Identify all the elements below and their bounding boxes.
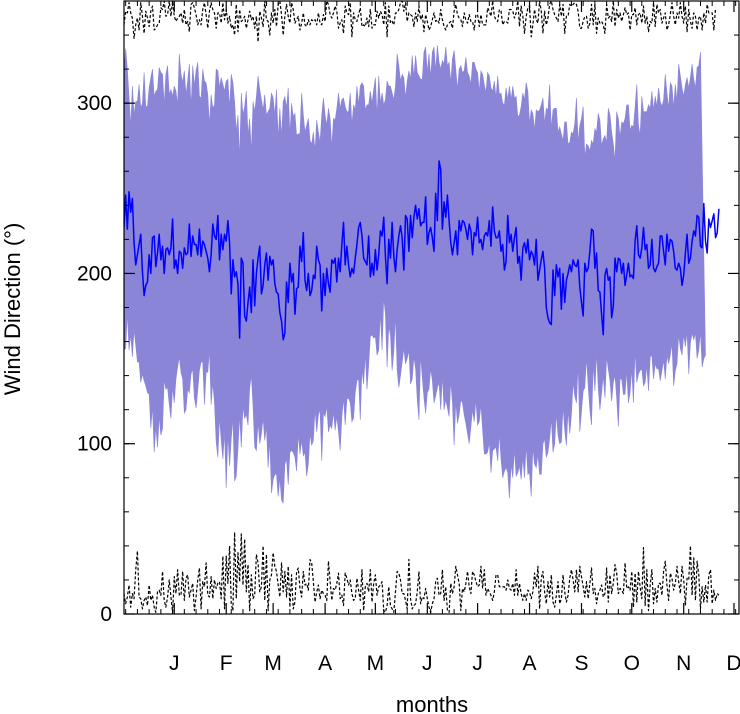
x-tick-label: M bbox=[367, 652, 385, 675]
x-tick-label: J bbox=[472, 652, 483, 675]
y-tick-label: 0 bbox=[100, 603, 112, 626]
x-tick-label: M bbox=[264, 652, 282, 675]
mean-line bbox=[124, 160, 720, 341]
max-line bbox=[124, 1, 717, 43]
spread-band bbox=[124, 45, 706, 504]
series-group bbox=[124, 1, 720, 613]
plot-area bbox=[124, 1, 720, 613]
x-tick-label: A bbox=[523, 652, 537, 675]
axis-labels: Wind Direction (°) months bbox=[0, 223, 468, 714]
x-tick-label: F bbox=[220, 652, 233, 675]
x-tick-label: A bbox=[318, 652, 332, 675]
x-tick-label: N bbox=[676, 652, 691, 675]
x-tick-label: J bbox=[422, 652, 433, 675]
y-axis-title: Wind Direction (°) bbox=[0, 223, 25, 396]
x-tick-label: J bbox=[169, 652, 180, 675]
x-tick-label: O bbox=[624, 652, 640, 675]
y-tick-label: 100 bbox=[77, 433, 112, 456]
x-tick-label: D bbox=[726, 652, 740, 675]
axes: 0 100 200 300 J F M A M J J A S O N D bbox=[77, 0, 740, 675]
x-tick-label: S bbox=[574, 652, 588, 675]
y-tick-label: 200 bbox=[77, 262, 112, 285]
min-line bbox=[124, 531, 720, 613]
x-axis-title: months bbox=[396, 692, 468, 714]
y-tick-label: 300 bbox=[77, 92, 112, 115]
